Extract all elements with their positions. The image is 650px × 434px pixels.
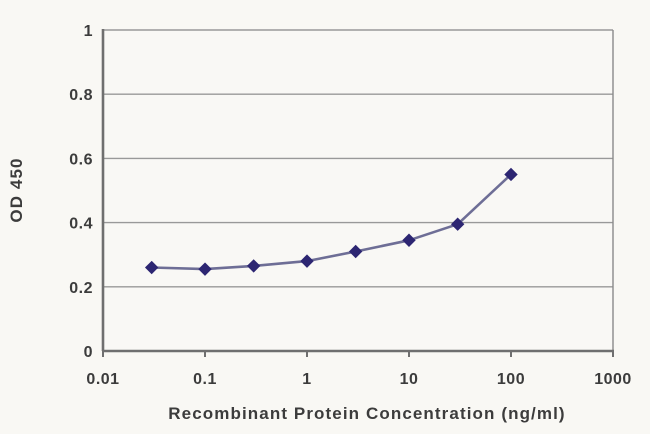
data-point-0.1 — [198, 262, 212, 276]
y-axis-tick-labels: 0 0.2 0.4 0.6 0.8 1 — [69, 23, 93, 361]
data-point-3 — [348, 244, 363, 259]
data-point-1 — [300, 254, 314, 268]
y-tick-label-0.6: 0.6 — [69, 151, 93, 168]
y-axis-title: OD 450 — [7, 157, 26, 222]
data-series — [144, 167, 518, 276]
y-tick-label-0.2: 0.2 — [69, 280, 93, 297]
x-tick-label-0.1: 0.1 — [193, 371, 217, 388]
data-point-100 — [504, 167, 518, 182]
x-tick-label-100: 100 — [497, 371, 525, 388]
x-axis-tick-marks — [102, 351, 614, 357]
x-tick-label-0.01: 0.01 — [86, 371, 119, 388]
plot-area — [103, 30, 613, 351]
y-tick-label-0: 0 — [84, 344, 93, 361]
x-axis-tick-labels: 0.01 0.1 1 10 100 1000 — [86, 371, 631, 388]
x-tick-label-1: 1 — [302, 371, 311, 388]
series-line — [150, 173, 513, 271]
data-point-0.3 — [246, 259, 261, 273]
x-tick-label-1000: 1000 — [594, 371, 632, 388]
plot-border — [101, 29, 614, 353]
x-axis-title: Recombinant Protein Concentration (ng/ml… — [168, 404, 565, 423]
data-point-10 — [402, 233, 416, 247]
gridlines — [103, 29, 613, 288]
x-tick-label-10: 10 — [400, 371, 419, 388]
y-tick-label-1: 1 — [84, 23, 93, 40]
y-tick-label-0.4: 0.4 — [69, 216, 93, 233]
y-tick-label-0.8: 0.8 — [69, 87, 93, 104]
data-point-0.03 — [144, 260, 159, 275]
data-point-30 — [450, 217, 465, 231]
